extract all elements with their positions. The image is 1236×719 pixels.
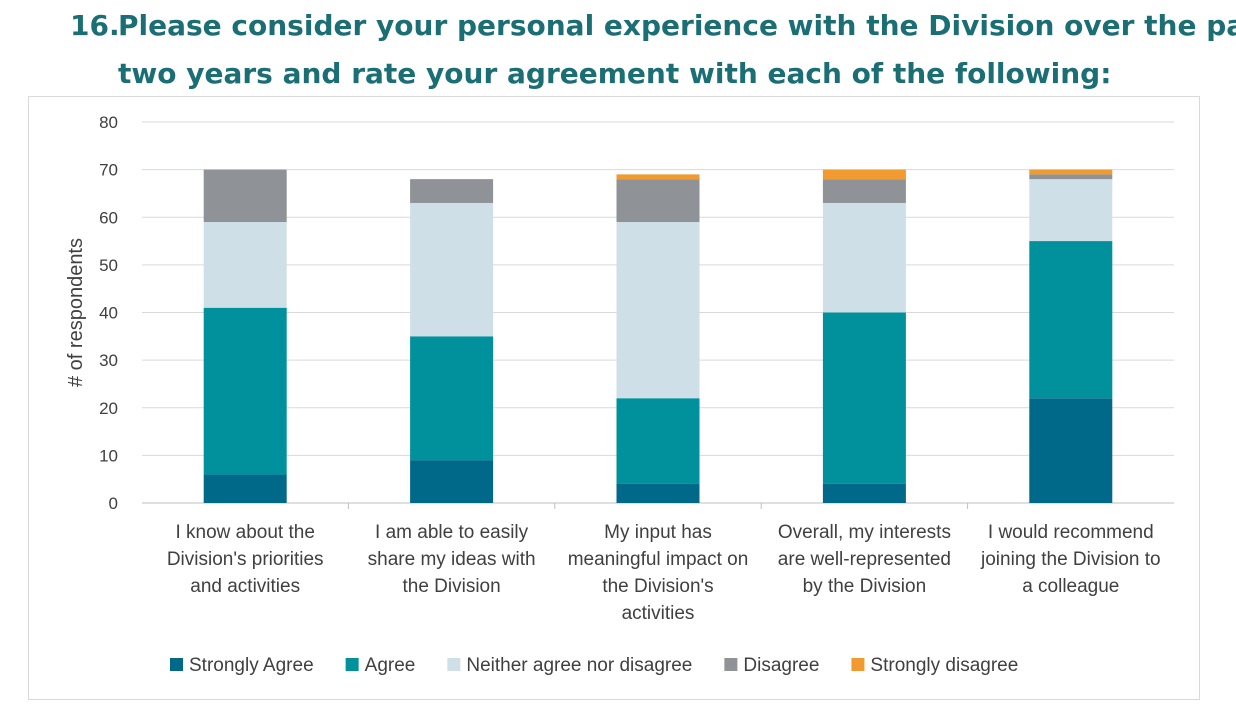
y-tick-label: 40 bbox=[99, 304, 118, 323]
x-category-label: I am able to easily bbox=[375, 522, 529, 543]
bar-segment bbox=[616, 483, 700, 503]
bar-segment bbox=[410, 336, 494, 461]
bar-segment bbox=[822, 179, 906, 203]
legend-swatch bbox=[851, 658, 865, 671]
bar-segment bbox=[1029, 169, 1113, 175]
y-axis-label: # of respondents bbox=[65, 238, 87, 387]
y-tick-label: 20 bbox=[99, 399, 118, 418]
bar-segment bbox=[203, 169, 287, 223]
x-category-label: joining the Division to bbox=[980, 549, 1161, 570]
x-category-label: Division's priorities bbox=[167, 549, 324, 570]
bar-segment bbox=[1029, 398, 1113, 503]
x-category-label: I would recommend bbox=[988, 522, 1154, 543]
x-category-label: share my ideas with bbox=[368, 549, 536, 570]
x-category-label: activities bbox=[622, 603, 695, 624]
legend-swatch bbox=[345, 658, 359, 671]
legend-label: Disagree bbox=[743, 655, 819, 676]
y-tick-label: 30 bbox=[99, 351, 118, 370]
bar-segment bbox=[203, 222, 287, 308]
y-tick-label: 10 bbox=[99, 446, 118, 465]
x-category-label: Overall, my interests bbox=[778, 522, 951, 543]
legend-label: Agree bbox=[365, 655, 416, 676]
bar-segment bbox=[616, 174, 700, 180]
bar-segment bbox=[410, 202, 494, 337]
x-category-label: I know about the bbox=[175, 522, 314, 543]
legend-label: Strongly Agree bbox=[189, 655, 314, 676]
bar-segment bbox=[410, 179, 494, 203]
bar-segment bbox=[822, 312, 906, 484]
y-tick-label: 0 bbox=[109, 494, 118, 513]
x-category-label: by the Division bbox=[803, 576, 927, 597]
bar-segment bbox=[1029, 174, 1113, 180]
y-tick-label: 50 bbox=[99, 256, 118, 275]
y-tick-label: 60 bbox=[99, 208, 118, 227]
legend-swatch bbox=[447, 658, 461, 671]
y-tick-label: 70 bbox=[99, 161, 118, 180]
x-category-label: the Division bbox=[402, 576, 500, 597]
legend-label: Strongly disagree bbox=[870, 655, 1018, 676]
title-line-2: two years and rate your agreement with e… bbox=[118, 57, 1112, 90]
bar-segment bbox=[616, 398, 700, 484]
y-tick-label: 80 bbox=[99, 113, 118, 132]
question-number: 16. bbox=[70, 9, 120, 42]
bar-segment bbox=[616, 179, 700, 223]
bar-segment bbox=[410, 460, 494, 503]
x-category-label: My input has bbox=[604, 522, 712, 543]
bar-segment bbox=[1029, 241, 1113, 399]
legend-label: Neither agree nor disagree bbox=[466, 655, 692, 676]
title-line-1: Please consider your personal experience… bbox=[118, 9, 1236, 42]
x-category-label: meaningful impact on bbox=[568, 549, 749, 570]
bar-segment bbox=[203, 474, 287, 503]
x-category-label: and activities bbox=[190, 576, 300, 597]
bar-segment bbox=[822, 483, 906, 503]
legend-swatch bbox=[724, 658, 738, 671]
x-category-label: the Division's bbox=[602, 576, 713, 597]
x-category-label: a colleague bbox=[1022, 576, 1119, 597]
bar-segment bbox=[822, 169, 906, 180]
bar-segment bbox=[822, 202, 906, 313]
chart-area bbox=[28, 96, 1200, 700]
bar-segment bbox=[1029, 179, 1113, 242]
legend-swatch bbox=[170, 658, 183, 671]
bar-segment bbox=[616, 222, 700, 399]
bar-segment bbox=[203, 307, 287, 475]
x-category-label: are well-represented bbox=[778, 549, 951, 570]
